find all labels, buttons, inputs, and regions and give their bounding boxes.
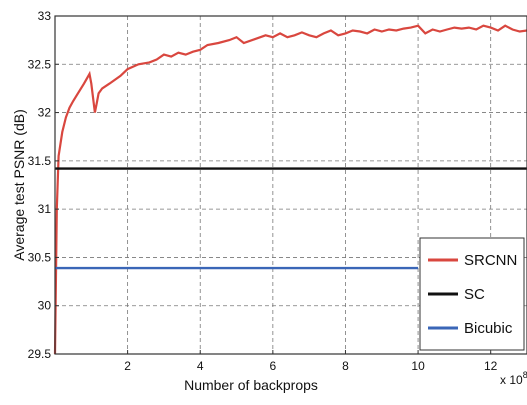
x-axis-title: Number of backprops <box>184 377 318 393</box>
y-tick-label: 31.5 <box>28 154 52 168</box>
x-tick-label: 10 <box>411 359 425 373</box>
x-axis-multiplier: x 108 <box>500 370 527 387</box>
y-tick-labels: 29.5 30 30.5 31 31.5 32 32.5 33 <box>28 9 59 361</box>
series-lines <box>53 24 527 355</box>
y-tick-label: 33 <box>38 9 52 23</box>
x-tick-label: 4 <box>197 359 204 373</box>
series-srcnn-line <box>53 24 527 355</box>
y-tick-label: 32 <box>38 106 52 120</box>
y-tick-label: 31 <box>38 202 52 216</box>
y-tick-label: 29.5 <box>28 347 52 361</box>
x-multiplier-base: x 10 <box>500 373 523 387</box>
y-tick-label: 32.5 <box>28 57 52 71</box>
y-tick-label: 30.5 <box>28 250 52 264</box>
x-tick-label: 12 <box>484 359 498 373</box>
x-tick-label: 2 <box>124 359 131 373</box>
x-tick-label: 8 <box>342 359 349 373</box>
x-tick-label: 6 <box>270 359 277 373</box>
x-multiplier-exponent: 8 <box>523 370 527 380</box>
legend-label-srcnn: SRCNN <box>464 252 517 269</box>
x-tick-labels: 2 4 6 8 10 12 <box>124 350 498 373</box>
legend-label-sc: SC <box>464 286 485 303</box>
y-tick-label: 30 <box>38 299 52 313</box>
legend-label-bicubic: Bicubic <box>464 320 513 337</box>
y-axis-title: Average test PSNR (dB) <box>11 109 27 260</box>
legend: SRCNN SC Bicubic <box>419 237 525 351</box>
plot-frame <box>54 15 527 355</box>
